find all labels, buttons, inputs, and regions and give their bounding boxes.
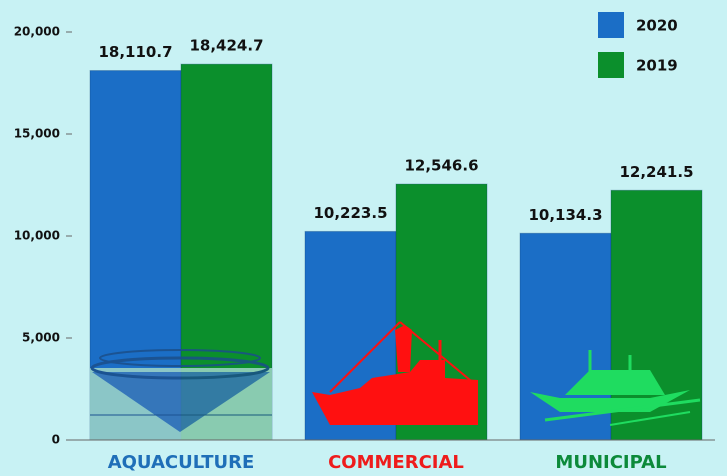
value-label: 10,223.5	[313, 204, 387, 222]
y-tick-label: 5,000	[22, 331, 60, 345]
y-tick-label: 10,000	[14, 229, 60, 243]
legend-label: 2019	[636, 57, 678, 75]
value-label: 10,134.3	[528, 206, 602, 224]
legend-swatch	[598, 12, 624, 38]
x-tick-label: AQUACULTURE	[108, 452, 255, 473]
value-label: 12,546.6	[404, 157, 478, 175]
municipal-boat-illustration	[530, 350, 701, 426]
x-tick-label: COMMERCIAL	[328, 452, 464, 473]
legend-label: 2020	[636, 17, 678, 35]
y-tick-label: 0	[52, 433, 60, 447]
value-label: 18,110.7	[98, 43, 172, 61]
value-label: 12,241.5	[619, 163, 693, 181]
commercial-boat-illustration	[312, 321, 478, 425]
y-tick-label: 20,000	[14, 25, 60, 39]
fish-cage-illustration	[90, 349, 272, 440]
value-label: 18,424.7	[189, 37, 263, 55]
x-tick-label: MUNICIPAL	[555, 452, 666, 473]
y-tick-label: 15,000	[14, 127, 60, 141]
legend-swatch	[598, 52, 624, 78]
